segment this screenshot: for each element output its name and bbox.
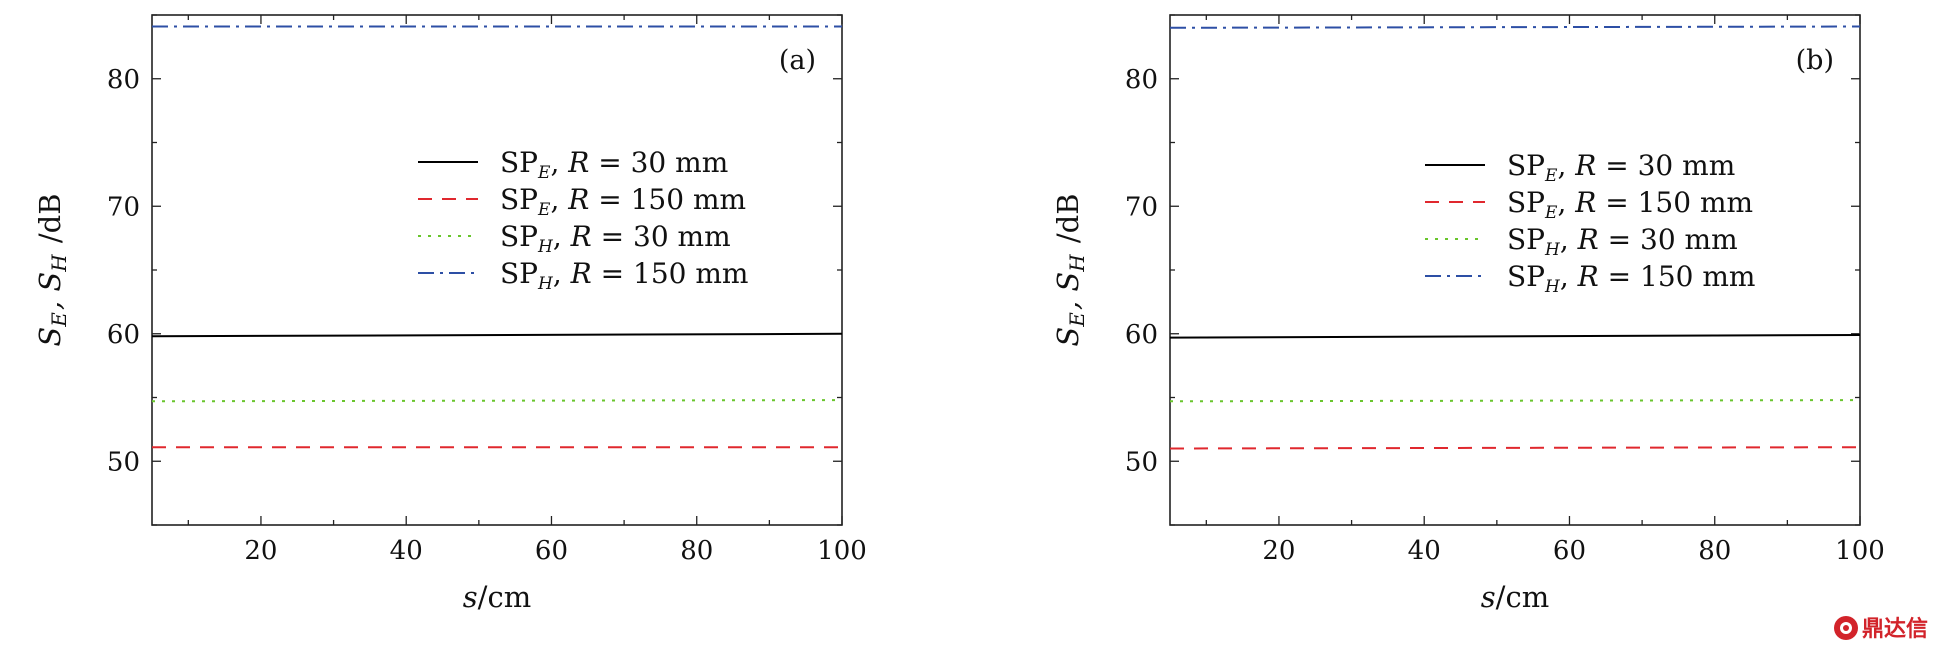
x-tick-label: 100 <box>817 536 867 566</box>
x-tick-label: 60 <box>1553 536 1586 566</box>
y-axis-label: SE , SH /dB <box>33 193 71 346</box>
x-tick-label: 40 <box>390 536 423 566</box>
legend-label: SPH, R = 30 mm <box>500 220 731 257</box>
legend-label: SPH, R = 30 mm <box>1507 223 1738 260</box>
x-axis-label: s/cm <box>1481 580 1549 614</box>
x-tick-label: 80 <box>680 536 713 566</box>
panel-label: (b) <box>1796 45 1834 76</box>
y-tick-label: 80 <box>107 65 140 95</box>
series-line <box>1169 446 1861 450</box>
legend-label: SPE, R = 30 mm <box>1507 149 1735 186</box>
legend-label: SPE, R = 150 mm <box>1507 186 1753 223</box>
legend-label: SPH, R = 150 mm <box>500 257 748 294</box>
x-tick-label: 40 <box>1408 536 1441 566</box>
x-tick-label: 20 <box>244 536 277 566</box>
y-axis-label: SE , SH /dB <box>1051 193 1089 346</box>
x-tick-label: 100 <box>1835 536 1885 566</box>
panel-label: (a) <box>779 45 816 76</box>
y-tick-label: 50 <box>107 447 140 477</box>
y-tick-label: 70 <box>107 192 140 222</box>
series-line <box>151 399 843 403</box>
x-tick-label: 60 <box>535 536 568 566</box>
y-tick-label: 70 <box>1125 192 1158 222</box>
chart-panel-a: 20 40 60 80 100 50 60 70 80 s/cm SE , SH /dB (a) SPE… <box>33 14 867 614</box>
legend-label: SPH, R = 150 mm <box>1507 260 1755 297</box>
y-tick-label: 50 <box>1125 447 1158 477</box>
chart-panel-b: 20 40 60 80 100 50 60 70 80 s/cm SE , SH /dB (b) SPE… <box>1051 14 1885 614</box>
series-line <box>151 332 843 338</box>
y-tick-label: 60 <box>1125 320 1158 350</box>
series-line <box>1169 399 1861 403</box>
watermark-logo: 鼎达信 <box>1834 616 1928 642</box>
y-tick-label: 60 <box>107 320 140 350</box>
y-tick-label: 80 <box>1125 65 1158 95</box>
x-tick-label: 20 <box>1262 536 1295 566</box>
watermark-text: 鼎达信 <box>1862 616 1928 642</box>
legend-label: SPE, R = 150 mm <box>500 183 746 220</box>
series-line <box>1169 334 1861 339</box>
legend-label: SPE, R = 30 mm <box>500 146 728 183</box>
x-axis-label: s/cm <box>463 580 531 614</box>
series-line <box>1169 25 1861 29</box>
x-tick-label: 80 <box>1698 536 1731 566</box>
